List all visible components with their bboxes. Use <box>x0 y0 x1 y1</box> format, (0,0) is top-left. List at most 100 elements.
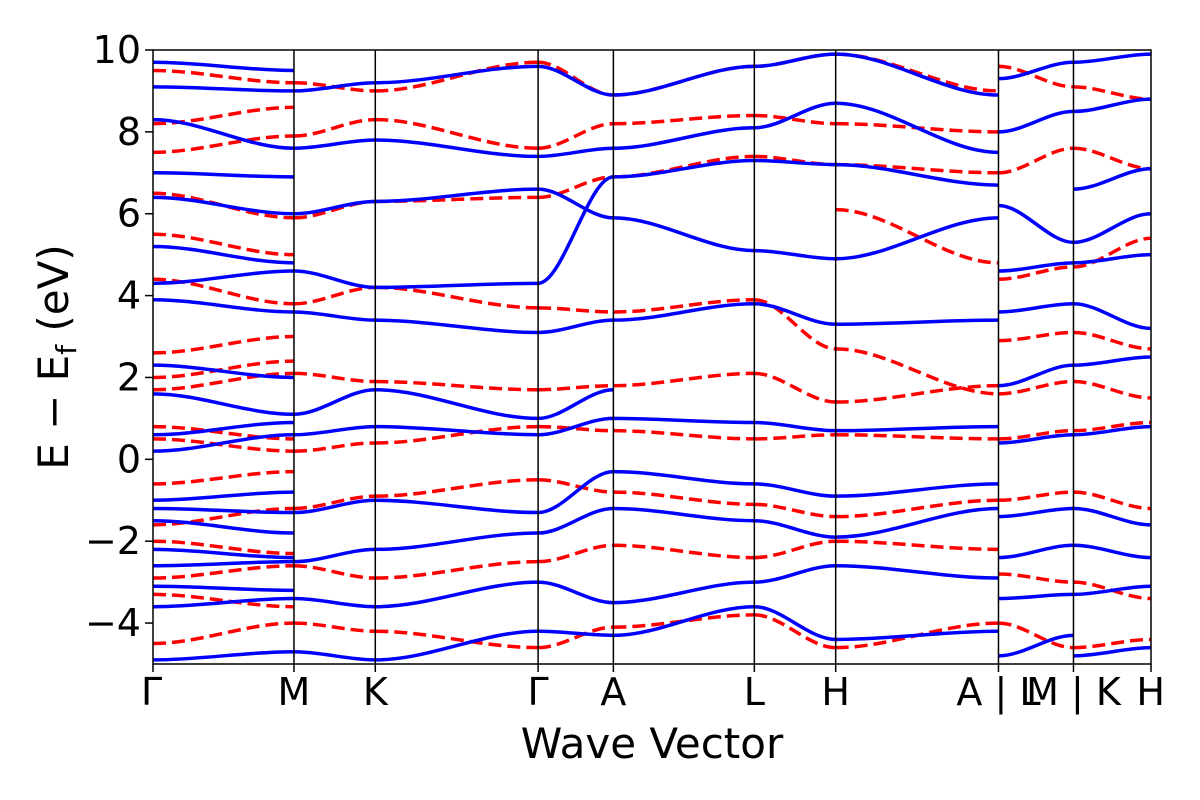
dashed-band-69 <box>835 162 999 175</box>
dashed-band-89 <box>1073 85 1151 101</box>
dashed-band-49 <box>613 297 755 314</box>
y-axis-title-subscript: f <box>50 344 83 355</box>
solid-band-75 <box>835 506 999 539</box>
solid-band-68 <box>754 302 836 327</box>
solid-band-31 <box>375 629 539 662</box>
solid-band-40 <box>375 138 539 159</box>
solid-band-99 <box>1073 355 1151 367</box>
solid-band-88 <box>998 363 1074 388</box>
dashed-band-42 <box>538 121 614 150</box>
x-tick-label: Γ <box>528 670 549 714</box>
x-tick-label: M <box>278 670 311 714</box>
solid-band-83 <box>998 633 1074 658</box>
solid-band-92 <box>998 109 1074 134</box>
solid-band-85 <box>998 543 1074 560</box>
solid-band-55 <box>613 506 755 523</box>
y-tick-label: 0 <box>117 437 141 481</box>
solid-band-56 <box>613 469 755 486</box>
dashed-band-8 <box>153 371 294 392</box>
solid-band-11 <box>153 363 294 380</box>
solid-band-6 <box>153 506 294 515</box>
dashed-band-16 <box>153 68 294 85</box>
solid-band-65 <box>754 518 836 539</box>
solid-band-62 <box>613 64 755 97</box>
solid-band-67 <box>754 420 836 433</box>
solid-band-34 <box>375 498 539 515</box>
solid-band-14 <box>153 244 294 265</box>
dashed-band-24 <box>293 117 376 138</box>
dashed-band-48 <box>613 371 755 388</box>
solid-band-23 <box>293 498 376 515</box>
solid-band-42 <box>538 629 614 638</box>
solid-band-87 <box>998 433 1074 445</box>
solid-band-16 <box>153 171 294 179</box>
dashed-band-60 <box>754 113 836 126</box>
solid-band-84 <box>998 592 1074 601</box>
dashed-band-22 <box>293 285 376 306</box>
kpoint-lines <box>293 50 1075 664</box>
solid-band-80 <box>835 162 999 187</box>
solid-band-102 <box>1073 211 1151 245</box>
y-axis-title-main: E − E <box>29 355 78 470</box>
solid-band-49 <box>537 175 614 286</box>
dashed-band-17 <box>293 621 376 634</box>
y-tick-label: 4 <box>117 274 141 318</box>
dashed-band-4 <box>153 506 294 527</box>
dashed-band-34 <box>375 60 539 93</box>
y-tick-label: 6 <box>117 192 141 236</box>
solid-band-3 <box>153 559 294 568</box>
dashed-band-58 <box>754 297 836 351</box>
solid-band-12 <box>153 297 294 314</box>
dashed-band-85 <box>1073 379 1151 400</box>
dashed-band-56 <box>754 433 836 441</box>
solid-band-32 <box>375 580 539 609</box>
y-tick-label: −2 <box>85 519 141 563</box>
solid-band-13 <box>153 269 294 286</box>
solid-band-20 <box>293 649 376 662</box>
solid-band-47 <box>537 387 614 421</box>
solid-band-37 <box>375 318 539 335</box>
solid-band-29 <box>293 138 376 150</box>
dashed-band-45 <box>613 543 755 560</box>
x-tick-label: H <box>821 670 850 714</box>
bands-layer <box>153 52 1151 662</box>
dashed-band-0 <box>153 621 294 646</box>
solid-band-38 <box>375 281 539 290</box>
dashed-band-32 <box>375 195 539 204</box>
dashed-band-79 <box>998 146 1074 175</box>
x-tick-label: A <box>600 670 626 714</box>
y-tick-label: −4 <box>85 601 141 645</box>
dashed-band-50 <box>613 154 755 179</box>
y-tick-label: 8 <box>117 110 141 154</box>
dashed-band-36 <box>538 543 614 564</box>
dashed-band-87 <box>1073 236 1151 269</box>
solid-band-79 <box>835 216 999 261</box>
dashed-band-15 <box>153 105 294 126</box>
x-tick-label: Γ <box>141 670 162 714</box>
solid-band-5 <box>153 518 294 535</box>
dashed-band-80 <box>998 64 1074 89</box>
solid-band-97 <box>1073 506 1151 527</box>
solid-band-7 <box>153 490 294 503</box>
dashed-band-2 <box>153 564 294 580</box>
solid-band-8 <box>153 433 294 453</box>
y-tick-label: 10 <box>93 28 141 72</box>
solid-band-30 <box>293 80 376 93</box>
dashed-band-65 <box>835 433 999 441</box>
solid-band-18 <box>153 85 294 93</box>
dashed-band-68 <box>835 207 999 265</box>
solid-band-73 <box>835 629 999 642</box>
solid-band-90 <box>998 261 1074 273</box>
solid-band-41 <box>375 64 539 85</box>
plot-background <box>153 50 1151 664</box>
dashed-band-59 <box>754 154 836 167</box>
dashed-band-41 <box>538 175 614 200</box>
dashed-band-84 <box>1073 420 1151 433</box>
dashed-band-10 <box>153 334 294 355</box>
dashed-band-19 <box>293 494 376 511</box>
dashed-band-20 <box>293 441 376 453</box>
dashed-band-9 <box>153 359 294 380</box>
dashed-band-12 <box>153 232 294 257</box>
dashed-band-77 <box>998 330 1074 343</box>
solid-band-58 <box>613 302 755 322</box>
